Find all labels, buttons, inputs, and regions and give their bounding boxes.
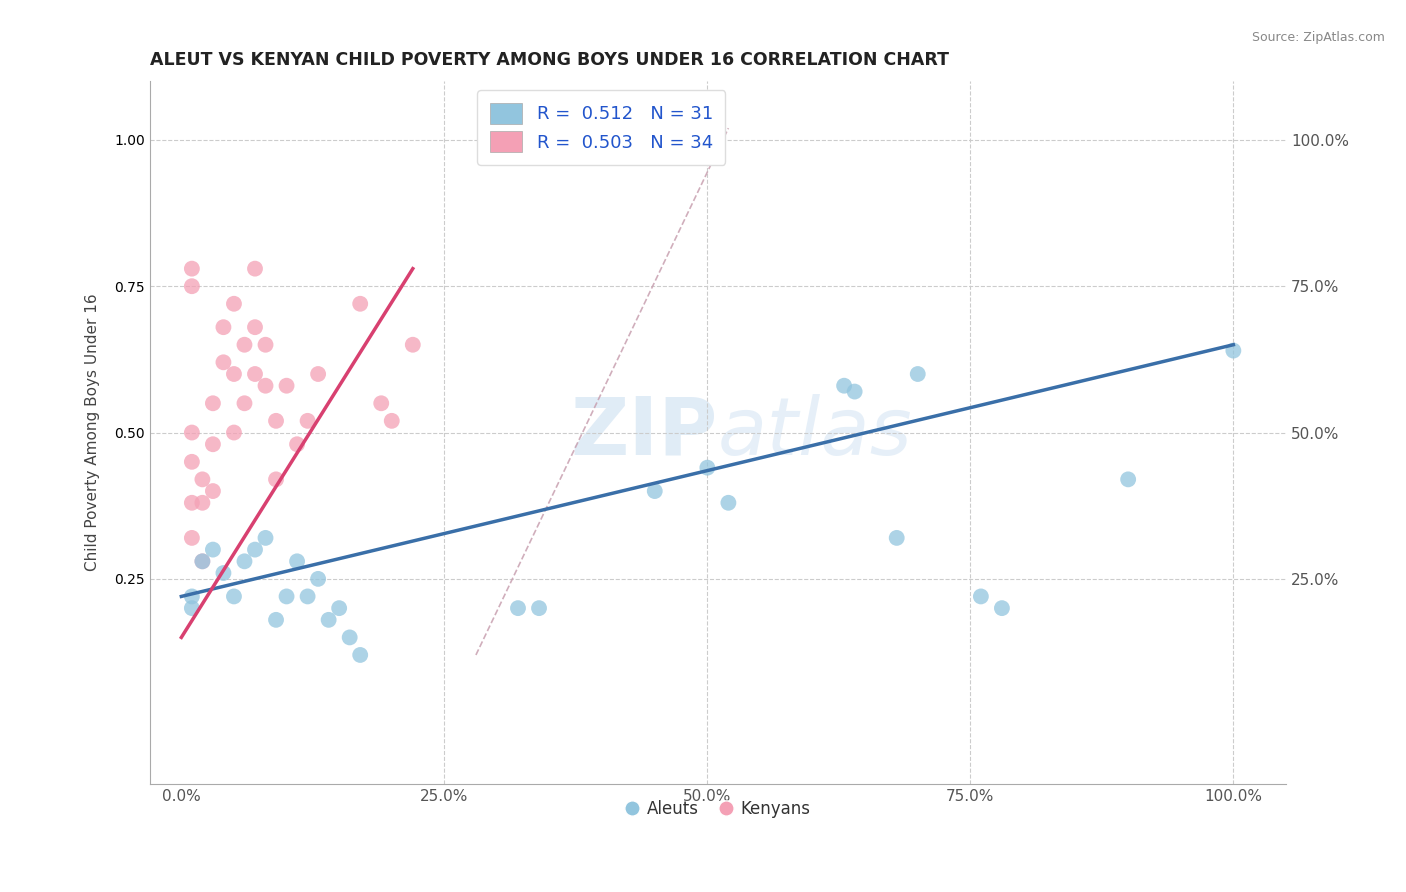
Point: [180, 601, 202, 615]
Point: [506, 601, 529, 615]
Point: [201, 437, 224, 451]
Point: [233, 337, 256, 351]
Point: [222, 425, 245, 440]
Point: [264, 613, 287, 627]
Point: [832, 378, 855, 392]
Point: [180, 261, 202, 276]
Point: [212, 355, 235, 369]
Point: [970, 590, 993, 604]
Point: [191, 554, 214, 568]
Point: [276, 378, 298, 392]
Point: [222, 590, 245, 604]
Text: ALEUT VS KENYAN CHILD POVERTY AMONG BOYS UNDER 16 CORRELATION CHART: ALEUT VS KENYAN CHILD POVERTY AMONG BOYS…: [150, 51, 949, 69]
Text: Source: ZipAtlas.com: Source: ZipAtlas.com: [1251, 31, 1385, 45]
Point: [318, 613, 340, 627]
Point: [349, 648, 371, 662]
Point: [644, 484, 666, 499]
Point: [307, 367, 329, 381]
Point: [180, 531, 202, 545]
Point: [243, 261, 266, 276]
Point: [254, 531, 277, 545]
Point: [201, 542, 224, 557]
Point: [370, 396, 392, 410]
Point: [307, 572, 329, 586]
Point: [297, 590, 319, 604]
Point: [349, 297, 371, 311]
Point: [180, 279, 202, 293]
Point: [1116, 472, 1139, 486]
Point: [212, 320, 235, 334]
Point: [886, 531, 908, 545]
Point: [717, 496, 740, 510]
Point: [907, 367, 929, 381]
Text: ZIP: ZIP: [571, 393, 718, 472]
Point: [191, 472, 214, 486]
Point: [264, 414, 287, 428]
Point: [201, 484, 224, 499]
Y-axis label: Child Poverty Among Boys Under 16: Child Poverty Among Boys Under 16: [86, 293, 100, 572]
Point: [991, 601, 1014, 615]
Point: [254, 378, 277, 392]
Text: atlas: atlas: [718, 393, 912, 472]
Legend: Aleuts, Kenyans: Aleuts, Kenyans: [619, 793, 817, 824]
Point: [180, 590, 202, 604]
Point: [180, 496, 202, 510]
Point: [191, 554, 214, 568]
Point: [381, 414, 404, 428]
Point: [297, 414, 319, 428]
Point: [527, 601, 550, 615]
Point: [212, 566, 235, 580]
Point: [402, 337, 425, 351]
Point: [233, 554, 256, 568]
Point: [222, 297, 245, 311]
Point: [285, 437, 308, 451]
Point: [844, 384, 866, 399]
Point: [264, 472, 287, 486]
Point: [254, 337, 277, 351]
Point: [328, 601, 350, 615]
Point: [180, 425, 202, 440]
Point: [243, 542, 266, 557]
Point: [285, 554, 308, 568]
Point: [233, 396, 256, 410]
Point: [222, 367, 245, 381]
Point: [696, 460, 718, 475]
Point: [191, 496, 214, 510]
Point: [243, 320, 266, 334]
Point: [243, 367, 266, 381]
Point: [201, 396, 224, 410]
Point: [276, 590, 298, 604]
Point: [339, 631, 361, 645]
Point: [180, 455, 202, 469]
Point: [1222, 343, 1244, 358]
